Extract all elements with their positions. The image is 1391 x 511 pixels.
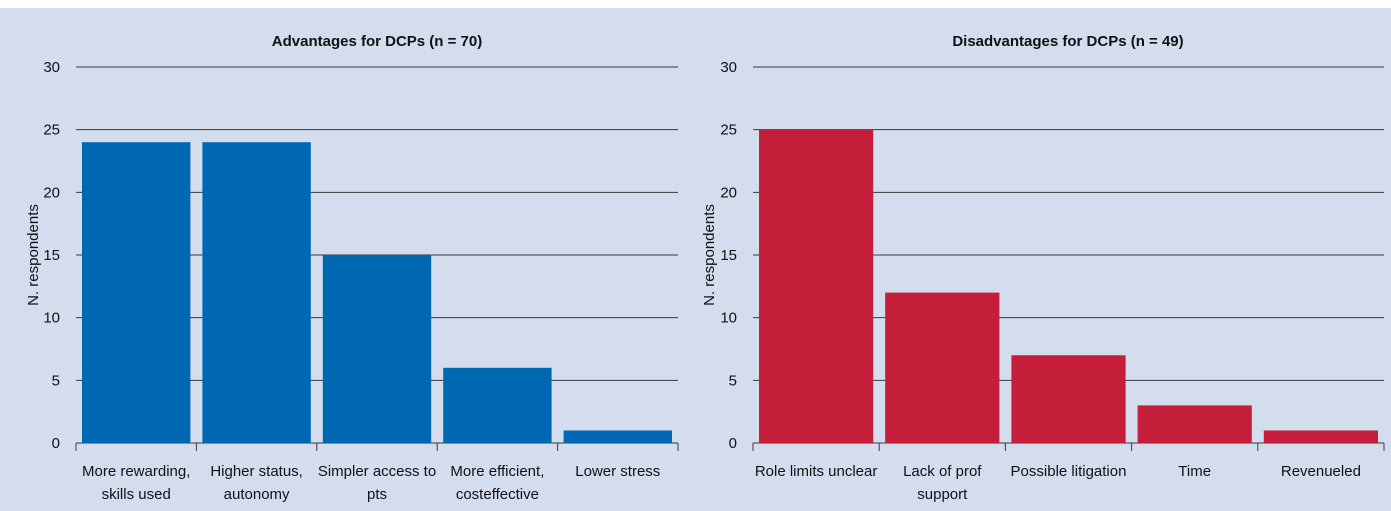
advantages-bar xyxy=(322,255,432,443)
disadvantages-x-tick-label: Revenueled xyxy=(1281,463,1361,480)
disadvantages-bar xyxy=(885,292,1000,443)
advantages-y-tick-label: 20 xyxy=(43,184,60,201)
advantages-x-tick-label: skills used xyxy=(102,486,171,503)
advantages-x-tick-label: More efficient, xyxy=(450,463,544,480)
advantages-x-tick-label: autonomy xyxy=(224,486,290,503)
advantages-bar xyxy=(563,430,672,443)
advantages-x-tick-label: pts xyxy=(367,486,387,503)
disadvantages-y-tick-label: 5 xyxy=(729,372,737,389)
advantages-y-tick-label: 10 xyxy=(43,310,60,327)
disadvantages-y-tick-label: 15 xyxy=(720,247,737,264)
disadvantages-chart-title: Disadvantages for DCPs (n = 49) xyxy=(952,33,1183,50)
disadvantages-bar xyxy=(759,129,874,443)
advantages-bar xyxy=(443,367,552,443)
disadvantages-y-tick-label: 25 xyxy=(720,122,737,139)
advantages-y-tick-label: 25 xyxy=(43,122,60,139)
advantages-x-tick-label: costeffective xyxy=(456,486,539,503)
disadvantages-bar xyxy=(1137,405,1252,443)
advantages-x-tick-label: More rewarding, xyxy=(82,463,190,480)
disadvantages-bar xyxy=(1011,355,1126,443)
disadvantages-y-axis-label: N. respondents xyxy=(701,204,718,306)
advantages-y-tick-label: 5 xyxy=(52,372,60,389)
disadvantages-x-tick-label: Time xyxy=(1178,463,1211,480)
advantages-y-axis-label: N. respondents xyxy=(25,204,42,306)
advantages-bar xyxy=(202,142,311,443)
disadvantages-bar xyxy=(1263,430,1378,443)
disadvantages-x-tick-label: Possible litigation xyxy=(1011,463,1127,480)
disadvantages-x-tick-label: Role limits unclear xyxy=(755,463,878,480)
advantages-x-tick-label: Simpler access to xyxy=(318,463,436,480)
advantages-chart-title: Advantages for DCPs (n = 70) xyxy=(272,33,482,50)
advantages-x-tick-label: Higher status, xyxy=(210,463,303,480)
disadvantages-x-tick-label: Lack of prof xyxy=(903,463,982,480)
advantages-x-tick-label: Lower stress xyxy=(575,463,660,480)
disadvantages-y-tick-label: 30 xyxy=(720,59,737,76)
disadvantages-y-tick-label: 20 xyxy=(720,184,737,201)
advantages-bar xyxy=(82,142,191,443)
disadvantages-y-tick-label: 0 xyxy=(729,435,737,452)
advantages-y-tick-label: 0 xyxy=(52,435,60,452)
advantages-y-tick-label: 15 xyxy=(43,247,60,264)
disadvantages-x-tick-label: support xyxy=(917,486,968,503)
advantages-y-tick-label: 30 xyxy=(43,59,60,76)
disadvantages-y-tick-label: 10 xyxy=(720,310,737,327)
